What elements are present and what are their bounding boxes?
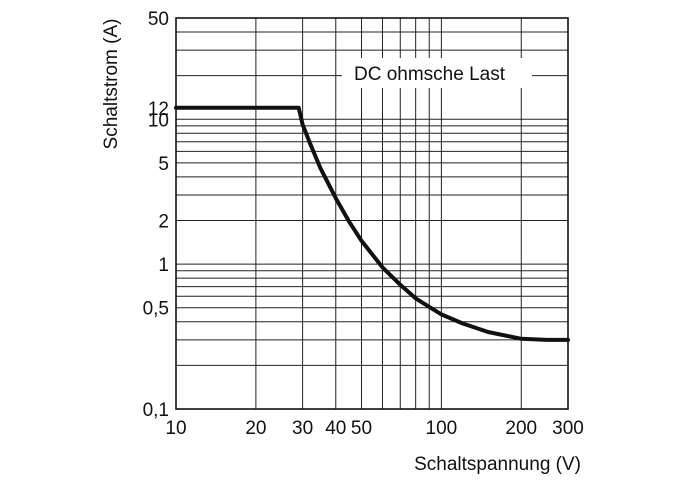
y-tick-label: 2 [158, 212, 169, 233]
y-tick-label: 5 [158, 154, 169, 175]
x-tick-label: 200 [505, 418, 537, 439]
y-tick-label: 0,1 [143, 400, 169, 421]
plot-frame [175, 17, 569, 410]
x-tick-labels: 10 20 30 40 50 100 200 300 [165, 418, 583, 439]
x-tick-label: 10 [165, 418, 186, 439]
x-tick-label: 20 [245, 418, 266, 439]
x-tick-label: 50 [351, 418, 372, 439]
y-tick-label: 12 [148, 99, 169, 120]
x-axis-title: Schaltspannung (V) [414, 454, 581, 475]
series-line [174, 105, 570, 342]
x-tick-label: 30 [292, 418, 313, 439]
y-tick-label: 50 [148, 9, 169, 30]
y-tick-label: 0,5 [143, 299, 169, 320]
y-tick-label: 1 [158, 255, 169, 276]
x-tick-label: 40 [325, 418, 346, 439]
x-tick-label: 100 [426, 418, 458, 439]
annotation-label: DC ohmsche Last [354, 64, 506, 85]
y-axis-title: Schaltstrom (A) [101, 19, 122, 150]
y-tick-label: 10 [148, 110, 169, 131]
annotation-background [342, 58, 532, 88]
x-tick-label: 300 [552, 418, 584, 439]
